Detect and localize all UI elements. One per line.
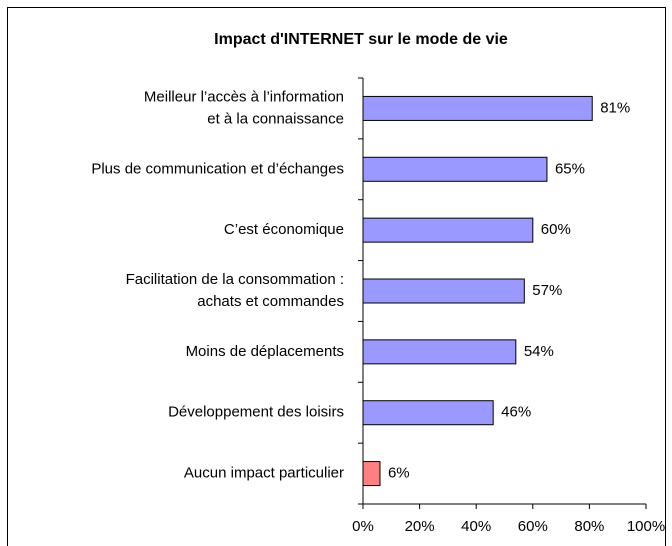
- y-tick-label: Aucun impact particulier: [184, 465, 344, 482]
- y-tick-label: et à la connaissance: [207, 110, 344, 127]
- x-tick-label: 20%: [405, 518, 435, 535]
- value-label: 60%: [541, 221, 571, 238]
- x-tick-label: 80%: [574, 518, 604, 535]
- value-label: 57%: [532, 282, 562, 299]
- x-tick-label: 40%: [461, 518, 491, 535]
- y-tick-label: Plus de communication et d’échanges: [91, 160, 344, 177]
- bar: [362, 339, 517, 365]
- x-tick-label: 60%: [518, 518, 548, 535]
- bar: [362, 95, 593, 121]
- value-label: 54%: [524, 343, 554, 360]
- y-tick-label: Développement des loisirs: [168, 404, 344, 421]
- value-label: 46%: [501, 404, 531, 421]
- chart-title: Impact d'INTERNET sur le mode de vie: [214, 31, 508, 48]
- y-tick-label: Meilleur l’accès à l’information: [144, 88, 344, 105]
- y-tick-label: Moins de déplacements: [186, 343, 344, 360]
- y-tick-label: Facilitation de la consommation :: [126, 271, 344, 288]
- value-label: 6%: [388, 465, 410, 482]
- bar: [362, 217, 534, 243]
- bar: [362, 156, 548, 182]
- bar: [362, 461, 381, 487]
- y-tick-label: achats et commandes: [197, 293, 344, 310]
- x-tick-label: 0%: [352, 518, 374, 535]
- bar: [362, 278, 525, 304]
- x-tick-label: 100%: [627, 518, 665, 535]
- value-label: 65%: [555, 160, 585, 177]
- value-label: 81%: [600, 99, 630, 116]
- bar: [362, 400, 494, 426]
- y-tick-label: C’est économique: [224, 221, 344, 238]
